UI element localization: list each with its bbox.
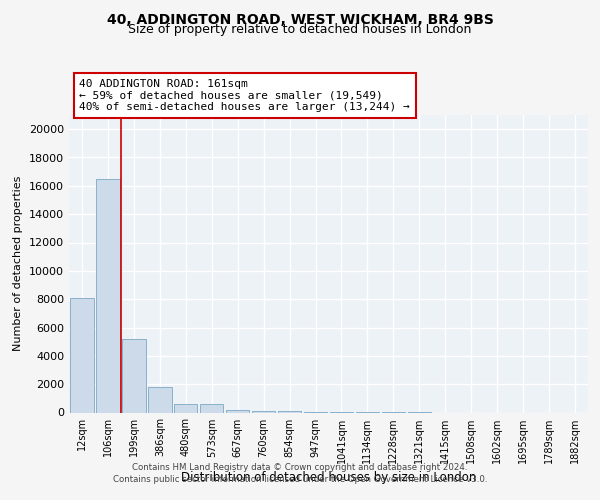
Bar	[96, 179, 119, 412]
Y-axis label: Number of detached properties: Number of detached properties	[13, 176, 23, 352]
Text: 40, ADDINGTON ROAD, WEST WICKHAM, BR4 9BS: 40, ADDINGTON ROAD, WEST WICKHAM, BR4 9B…	[107, 12, 493, 26]
Text: Contains HM Land Registry data © Crown copyright and database right 2024.: Contains HM Land Registry data © Crown c…	[132, 464, 468, 472]
Text: Contains public sector information licensed under the Open Government Licence v3: Contains public sector information licen…	[113, 474, 487, 484]
Bar	[174, 404, 197, 412]
Text: Size of property relative to detached houses in London: Size of property relative to detached ho…	[128, 22, 472, 36]
Bar	[200, 404, 223, 412]
Bar	[278, 411, 301, 412]
Bar	[226, 410, 250, 412]
Bar	[122, 339, 146, 412]
X-axis label: Distribution of detached houses by size in London: Distribution of detached houses by size …	[181, 471, 476, 484]
Text: 40 ADDINGTON ROAD: 161sqm
← 59% of detached houses are smaller (19,549)
40% of s: 40 ADDINGTON ROAD: 161sqm ← 59% of detac…	[79, 79, 410, 112]
Bar	[252, 410, 275, 412]
Bar	[148, 387, 172, 412]
Bar	[70, 298, 94, 412]
